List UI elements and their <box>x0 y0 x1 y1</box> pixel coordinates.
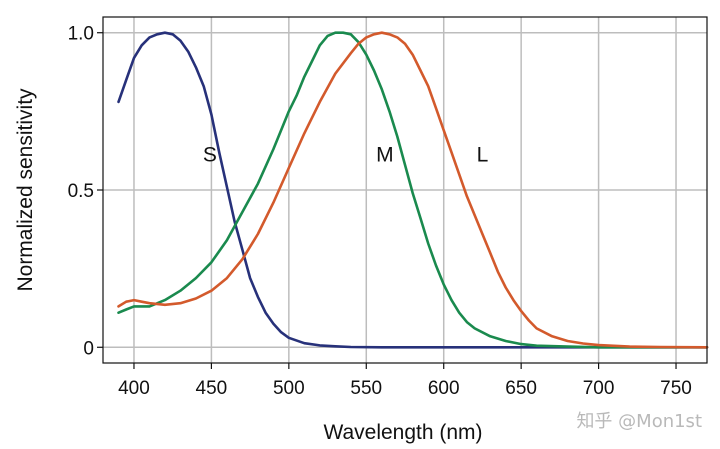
grid <box>103 17 707 363</box>
x-tick-label: 450 <box>196 378 228 399</box>
y-axis-ticks: 0 0.5 1.0 <box>68 24 103 359</box>
watermark-text: 知乎 @Mon1st <box>576 411 702 432</box>
x-axis-label: Wavelength (nm) <box>323 421 482 444</box>
series-label-s: S <box>203 144 217 167</box>
series-label-m: M <box>376 144 394 167</box>
y-tick-label: 0 <box>83 338 94 359</box>
x-tick-label: 750 <box>660 378 692 399</box>
x-tick-label: 600 <box>428 378 460 399</box>
x-tick-label: 500 <box>273 378 305 399</box>
series-line-s <box>117 31 709 349</box>
curves <box>117 31 709 349</box>
x-tick-label: 700 <box>583 378 615 399</box>
y-tick-label: 1.0 <box>68 24 94 45</box>
series-line-m <box>117 31 709 349</box>
series-line-l <box>117 31 709 349</box>
x-axis-ticks: 400 450 500 550 600 650 700 750 <box>118 363 692 399</box>
x-tick-label: 650 <box>505 378 537 399</box>
x-tick-label: 550 <box>350 378 382 399</box>
x-tick-label: 400 <box>118 378 150 399</box>
series-label-l: L <box>477 144 489 167</box>
y-axis-label: Normalized sensitivity <box>14 88 37 292</box>
y-tick-label: 0.5 <box>68 181 94 202</box>
